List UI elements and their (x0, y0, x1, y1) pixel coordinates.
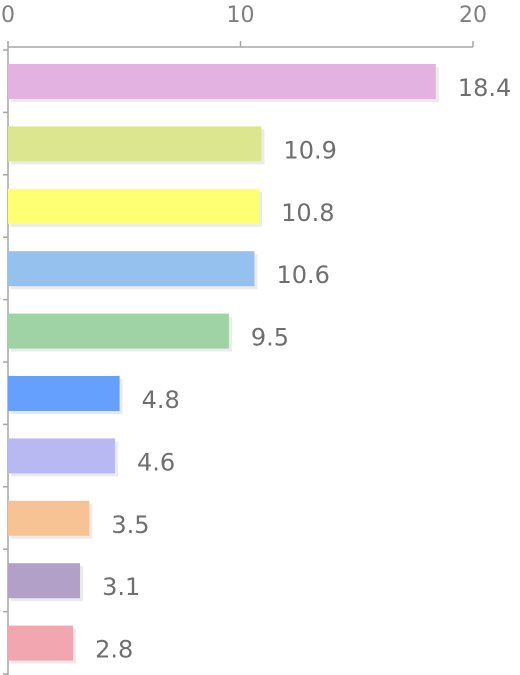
data-labels: 18.4 10.9 10.8 10.6 9.5 4.8 4.6 3.5 3.1 2.8 (95, 74, 511, 664)
bar-value-label: 10.9 (283, 136, 336, 164)
bar (8, 376, 120, 411)
bar (8, 188, 260, 224)
bar-value-label: 2.8 (95, 636, 133, 664)
bar (8, 563, 81, 599)
bar-value-label: 9.5 (251, 324, 289, 352)
bar-value-label: 4.6 (137, 448, 175, 476)
x-tick-label: 10 (227, 3, 255, 28)
x-tick-label: 20 (459, 3, 487, 28)
bars (8, 64, 439, 664)
bar-value-label: 3.5 (111, 511, 149, 539)
bar-value-label: 10.6 (276, 261, 329, 289)
bar (8, 251, 255, 287)
bar (8, 625, 74, 661)
bar (8, 64, 436, 99)
bar (8, 438, 115, 474)
bar-value-label: 10.8 (281, 199, 334, 227)
x-tick-label: 0 (1, 3, 15, 28)
bar (8, 500, 90, 536)
bar (8, 126, 262, 162)
bar-value-label: 3.1 (102, 573, 140, 601)
bar-value-label: 18.4 (458, 74, 511, 102)
bar (8, 313, 229, 349)
bar-value-label: 4.8 (142, 386, 180, 414)
